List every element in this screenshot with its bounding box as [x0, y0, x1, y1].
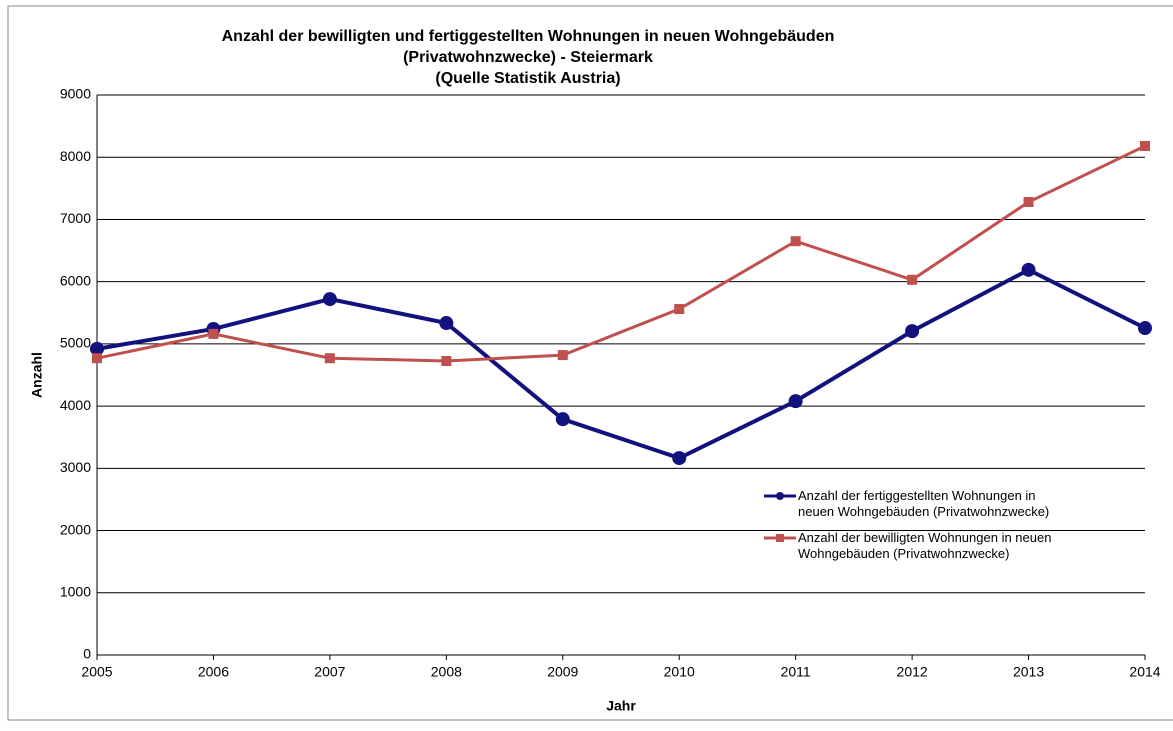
x-tick-label: 2009 [547, 664, 578, 680]
legend-marker [776, 534, 784, 542]
x-axis-label: Jahr [606, 698, 636, 714]
x-tick-label: 2014 [1129, 664, 1160, 680]
data-point [905, 324, 920, 339]
chart-title: (Quelle Statistik Austria) [435, 70, 620, 87]
y-tick-label: 2000 [60, 521, 91, 537]
data-point [324, 353, 335, 364]
series-line [96, 144, 1146, 363]
y-axis-label: Anzahl [29, 352, 45, 398]
data-point [322, 292, 337, 307]
data-point [208, 328, 219, 339]
legend-swatch [764, 534, 796, 542]
chart-frame [7, 5, 1173, 721]
data-point [672, 451, 687, 466]
data-point [1023, 197, 1034, 208]
data-point [439, 316, 454, 331]
legend-marker [776, 492, 784, 500]
chart-title: (Privatwohnzwecke) - Steiermark [403, 49, 653, 66]
x-tick-label: 2006 [198, 664, 229, 680]
y-tick-label: 0 [83, 646, 91, 662]
y-tick-label: 4000 [60, 397, 91, 413]
chart-title: Anzahl der bewilligten und fertiggestell… [222, 28, 835, 45]
data-point [790, 236, 801, 247]
data-point [1140, 141, 1150, 152]
data-point [90, 341, 104, 356]
y-tick-label: 5000 [60, 335, 91, 351]
x-tick-label: 2007 [314, 664, 345, 680]
legend-item: Anzahl der fertiggestellten Wohnungen in… [762, 488, 1142, 520]
data-point [1138, 321, 1152, 336]
x-tick-label: 2012 [897, 664, 928, 680]
data-point [907, 274, 918, 285]
legend-swatch [764, 492, 796, 500]
legend-item: Anzahl der bewilligten Wohnungen in neue… [762, 530, 1142, 562]
x-tick-label: 2010 [664, 664, 695, 680]
y-tick-label: 8000 [60, 148, 91, 164]
data-point [1021, 262, 1036, 277]
series-line [96, 267, 1146, 461]
legend-label: Anzahl der fertiggestellten Wohnungen in… [798, 488, 1050, 519]
y-tick-label: 9000 [60, 86, 91, 102]
data-point [441, 356, 452, 366]
data-point [788, 394, 803, 409]
x-tick-label: 2013 [1013, 664, 1044, 680]
x-tick-label: 2005 [81, 664, 112, 680]
y-tick-label: 7000 [60, 210, 91, 226]
data-point [674, 304, 685, 315]
y-tick-label: 1000 [60, 583, 91, 599]
y-tick-label: 3000 [60, 459, 91, 475]
legend: Anzahl der fertiggestellten Wohnungen in… [762, 488, 1142, 572]
x-tick-label: 2011 [781, 664, 811, 680]
data-point [92, 353, 102, 364]
data-point [555, 412, 570, 427]
y-tick-label: 6000 [60, 272, 91, 288]
legend-label: Anzahl der bewilligten Wohnungen in neue… [798, 530, 1052, 561]
data-point [557, 350, 568, 361]
x-tick-label: 2008 [431, 664, 462, 680]
